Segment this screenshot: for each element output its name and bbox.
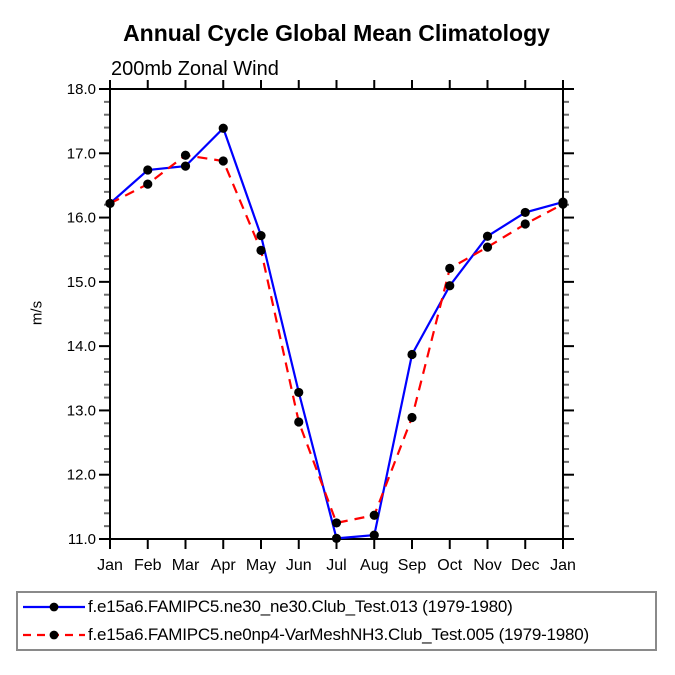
data-point-marker-s1-Jul	[331, 518, 342, 528]
data-point-marker-s1-May	[256, 245, 266, 255]
x-tick-label: Mar	[172, 557, 200, 574]
chart-title: Annual Cycle Global Mean Climatology	[123, 20, 550, 46]
y-tick-label: 14.0	[67, 338, 96, 355]
data-point-marker-s1-Apr	[218, 156, 228, 166]
legend-label: f.e15a6.FAMIPC5.ne30_ne30.Club_Test.013 …	[88, 597, 513, 616]
x-tick-label: May	[246, 557, 276, 574]
y-tick-label: 11.0	[68, 531, 96, 548]
y-tick-label: 16.0	[67, 210, 96, 227]
x-tick-label: Oct	[437, 557, 462, 574]
data-point-marker-s1-Mar	[180, 150, 191, 160]
legend-marker-dot-icon	[49, 602, 59, 612]
data-point-marker-s1-Jan	[105, 198, 115, 209]
legend-marker-dot-icon	[49, 630, 59, 640]
data-point-marker-s0-Nov	[482, 231, 493, 241]
data-point-marker-s0-Apr	[218, 123, 228, 133]
data-point-marker-s0-Dec	[520, 207, 530, 218]
data-point-marker-s1-Sep	[407, 412, 417, 423]
chart-legend: f.e15a6.FAMIPC5.ne30_ne30.Club_Test.013 …	[16, 591, 657, 651]
legend-item-series-0: f.e15a6.FAMIPC5.ne30_ne30.Club_Test.013 …	[22, 595, 655, 620]
data-point-marker-s0-Sep	[407, 349, 417, 360]
series-line-0	[109, 126, 564, 540]
data-point-marker-s1-Jan	[558, 199, 568, 209]
data-point-marker-s1-Oct	[445, 263, 455, 273]
x-tick-label: Jan	[97, 557, 123, 574]
series-line-1	[109, 154, 564, 525]
x-tick-label: Apr	[211, 557, 237, 574]
data-point-marker-s1-Dec	[520, 219, 530, 229]
data-point-marker-s0-Oct	[445, 281, 455, 291]
x-tick-label: Nov	[473, 557, 501, 574]
legend-line-sample-blue	[23, 602, 85, 612]
y-tick-label: 15.0	[67, 274, 96, 291]
data-point-marker-s0-Mar	[180, 161, 191, 171]
data-point-marker-s0-May	[256, 230, 266, 241]
y-tick-label: 12.0	[67, 467, 96, 484]
y-tick-label: 17.0	[67, 145, 96, 162]
x-tick-label: Sep	[398, 557, 427, 574]
data-point-marker-s1-Jun	[294, 417, 304, 427]
x-tick-label: Aug	[360, 557, 388, 574]
data-point-marker-s0-Aug	[369, 530, 379, 540]
x-tick-label: Jun	[286, 557, 312, 574]
chart-subtitle: 200mb Zonal Wind	[111, 58, 279, 80]
x-tick-label: Jan	[550, 557, 576, 574]
plot-frame	[109, 88, 564, 540]
legend-item-series-1: f.e15a6.FAMIPC5.ne0np4-VarMeshNH3.Club_T…	[22, 623, 655, 648]
data-point-marker-s1-Feb	[143, 179, 153, 189]
data-point-marker-s0-Jun	[294, 387, 304, 398]
data-point-marker-s1-Nov	[482, 242, 493, 252]
legend-label: f.e15a6.FAMIPC5.ne0np4-VarMeshNH3.Club_T…	[88, 625, 590, 644]
data-point-marker-s1-Aug	[369, 510, 379, 520]
y-tick-label: 18.0	[67, 81, 96, 98]
y-tick-label: 13.0	[67, 402, 96, 419]
data-point-marker-s0-Jul	[331, 533, 342, 543]
legend-line-sample-red	[23, 630, 85, 640]
x-tick-label: Dec	[511, 557, 539, 574]
x-tick-label: Feb	[134, 557, 162, 574]
data-point-marker-s0-Feb	[143, 165, 153, 175]
x-tick-label: Jul	[326, 557, 346, 574]
